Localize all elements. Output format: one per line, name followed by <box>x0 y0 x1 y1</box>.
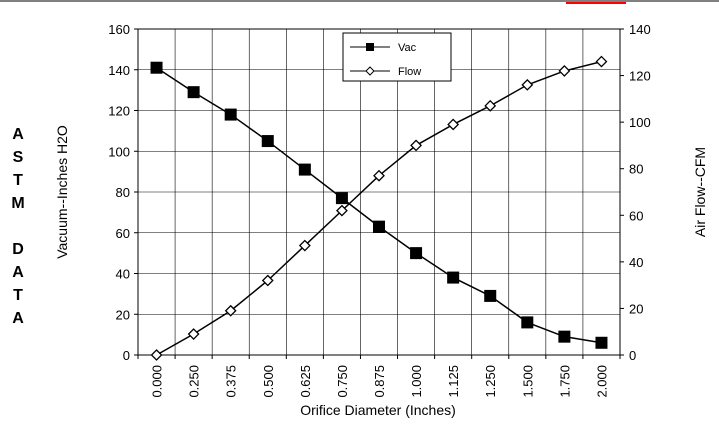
legend-flow-marker <box>365 66 375 76</box>
flow-point <box>298 239 311 252</box>
flow-point <box>336 204 348 217</box>
flow-point <box>558 64 571 77</box>
side-letter: A <box>12 264 24 281</box>
flow-point <box>521 78 534 91</box>
left-tick-label: 20 <box>116 307 130 322</box>
x-axis-title: Orifice Diameter (Inches) <box>300 402 456 418</box>
x-tick-label: 2.000 <box>594 365 609 398</box>
legend-box <box>342 32 452 82</box>
series-vac <box>150 61 608 349</box>
flow-point <box>187 328 200 340</box>
vac-point <box>261 135 274 148</box>
right-tick-label: 20 <box>629 301 643 316</box>
left-tick-label: 100 <box>108 144 130 159</box>
side-letter: S <box>13 149 24 166</box>
vac-point <box>335 192 348 205</box>
flow-point <box>410 139 422 152</box>
vac-point <box>298 163 311 176</box>
flow-point <box>484 99 497 112</box>
right-tick-label: 120 <box>629 69 651 84</box>
x-axis: 0.000 0.250 0.375 0.500 0.625 0.750 0.875 1.000… <box>137 355 621 398</box>
legend-vac-label: Vac <box>398 42 417 54</box>
side-letter: M <box>11 195 24 212</box>
left-tick-label: 40 <box>116 267 130 282</box>
vac-point <box>447 271 460 284</box>
x-tick-label: 0.000 <box>150 365 165 398</box>
legend: Vac Flow <box>342 32 452 82</box>
right-y-axis: 0 20 40 60 80 100 120 140 <box>620 22 651 363</box>
vac-point <box>373 220 385 233</box>
vac-point <box>521 316 534 329</box>
flow-point <box>373 169 385 182</box>
series-flow <box>150 55 608 361</box>
right-tick-label: 80 <box>629 162 643 177</box>
legend-vac-marker <box>366 43 374 51</box>
side-letter: A <box>12 310 24 327</box>
left-tick-label: 60 <box>116 226 130 241</box>
right-axis-title: Air Flow--CFM <box>692 147 708 237</box>
vac-point <box>224 108 237 121</box>
left-y-axis: 0 20 40 60 80 100 120 140 160 <box>108 22 138 363</box>
vac-point <box>150 61 163 74</box>
vac-point <box>595 336 608 349</box>
flow-point <box>595 55 608 68</box>
x-tick-label: 0.375 <box>224 365 239 398</box>
right-tick-label: 60 <box>629 208 643 223</box>
right-tick-label: 40 <box>629 255 643 270</box>
side-letter: T <box>13 287 23 304</box>
left-tick-label: 0 <box>123 348 130 363</box>
side-letter: T <box>13 172 23 189</box>
left-tick-label: 120 <box>108 104 130 119</box>
x-tick-label: 0.750 <box>335 365 350 398</box>
left-axis-title: Vacuum--Inches H2O <box>54 125 70 259</box>
x-tick-label: 0.875 <box>372 365 387 398</box>
right-tick-label: 100 <box>629 115 651 130</box>
flow-point <box>447 118 460 131</box>
x-tick-label: 1.500 <box>520 365 535 398</box>
flow-point <box>150 349 163 361</box>
x-tick-label: 0.250 <box>187 365 202 398</box>
left-tick-label: 140 <box>108 63 130 78</box>
flow-point <box>261 274 274 287</box>
left-tick-label: 160 <box>108 22 130 37</box>
x-tick-label: 0.500 <box>261 365 276 398</box>
vac-point <box>187 86 200 99</box>
side-letter: D <box>12 241 24 258</box>
x-tick-label: 1.750 <box>557 365 572 398</box>
right-tick-label: 140 <box>629 22 651 37</box>
x-tick-label: 1.000 <box>409 365 424 398</box>
x-tick-label: 1.125 <box>446 365 461 398</box>
left-tick-label: 80 <box>116 185 130 200</box>
flow-point <box>224 304 237 317</box>
vac-point <box>558 330 571 343</box>
side-letter: A <box>12 126 24 143</box>
legend-flow-label: Flow <box>398 66 421 78</box>
x-tick-label: 0.625 <box>298 365 313 398</box>
vac-point <box>484 289 497 302</box>
x-tick-label: 1.250 <box>483 365 498 398</box>
vac-point <box>410 247 423 260</box>
series-layer <box>150 55 608 361</box>
right-tick-label: 0 <box>629 348 636 363</box>
